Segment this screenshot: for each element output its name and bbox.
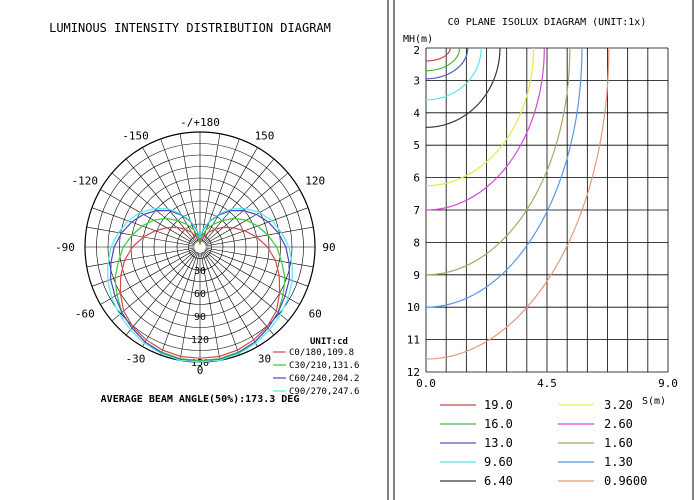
polar-diagram: -/+180 -150 150 -120 120 -90 90 -60 60 -30 30 0 30 60… <box>55 116 336 377</box>
polar-grid-spoke <box>201 138 240 242</box>
polar-series-curve <box>114 217 286 362</box>
isolux-contour <box>425 47 461 72</box>
isolux-y-tick: 5 <box>413 139 420 152</box>
isolux-legend-entry: 16.0 <box>484 417 513 431</box>
isolux-chart-title: C0 PLANE ISOLUX DIAGRAM (UNIT:1x) <box>448 17 647 28</box>
isolux-contour <box>425 47 545 211</box>
polar-series-curve <box>107 207 293 363</box>
isolux-y-tick: 12 <box>407 366 420 379</box>
isolux-x-tick: 9.0 <box>658 377 678 390</box>
isolux-legend-entry: 19.0 <box>484 398 513 412</box>
isolux-y-tick: 6 <box>413 172 420 185</box>
polar-grid-spoke <box>100 249 196 305</box>
isolux-legend-entry: 2.60 <box>604 417 633 431</box>
polar-grid-spoke <box>200 133 221 242</box>
polar-grid-spoke <box>125 251 197 336</box>
polar-grid-spoke <box>205 226 314 247</box>
polar-radial-label: 150 <box>191 358 209 369</box>
isolux-legend-entry: 13.0 <box>484 436 513 450</box>
isolux-legend-entry: 9.60 <box>484 455 513 469</box>
polar-grid-spoke <box>200 252 221 361</box>
polar-legend-entry: C60/240,204.2 <box>289 374 359 384</box>
isolux-contour <box>425 47 482 101</box>
isolux-contour <box>425 47 610 360</box>
isolux-legend-entry: 3.20 <box>604 398 633 412</box>
polar-angle-label: 120 <box>305 175 325 188</box>
isolux-y-tick: 3 <box>413 74 420 87</box>
isolux-y-tick: 4 <box>413 107 420 120</box>
polar-angle-label: -150 <box>122 129 149 142</box>
isolux-legend-entry: 1.30 <box>604 455 633 469</box>
isolux-contour <box>425 47 571 276</box>
isolux-legend-entry: 0.9600 <box>604 474 647 488</box>
polar-angle-label: 0 <box>197 364 204 377</box>
polar-grid-spoke <box>179 133 200 242</box>
polar-legend: C0/180,109.8 C30/210,131.6 C60/240,204.2 C9… <box>273 348 359 397</box>
polar-angle-label: -/+180 <box>180 116 220 129</box>
isolux-x-tick: 4.5 <box>537 377 557 390</box>
polar-grid-spoke <box>203 251 275 336</box>
isolux-y-tick: 2 <box>413 44 420 57</box>
isolux-contour <box>425 47 469 80</box>
polar-legend-entry: C0/180,109.8 <box>289 348 354 358</box>
polar-chart-title: LUMINOUS INTENSITY DISTRIBUTION DIAGRAM <box>49 21 331 35</box>
y-axis-label: MH(m) <box>403 34 433 45</box>
polar-grid-spoke <box>205 207 309 246</box>
isolux-legend-entry: 1.60 <box>604 436 633 450</box>
polar-angle-label: 90 <box>322 241 335 254</box>
polar-angle-label: -120 <box>72 175 99 188</box>
polar-radial-label: 120 <box>191 335 209 346</box>
polar-angle-label: -90 <box>55 241 75 254</box>
isolux-y-tick: 7 <box>413 204 420 217</box>
isolux-contour <box>425 47 583 308</box>
polar-grid-spoke <box>142 251 198 347</box>
polar-grid-spoke <box>202 251 258 347</box>
polar-angle-label: 30 <box>258 353 271 366</box>
polar-angle-label: -60 <box>75 308 95 321</box>
polar-radial-label: 90 <box>194 312 206 323</box>
polar-legend-entry: C90/270,247.6 <box>289 387 359 397</box>
polar-grid-spoke <box>205 247 314 268</box>
polar-angle-label: 150 <box>255 129 275 142</box>
polar-radial-label: 30 <box>194 266 206 277</box>
polar-grid-spoke <box>100 189 196 245</box>
polar-unit-label: UNIT:cd <box>310 337 348 347</box>
polar-grid-spoke <box>204 189 300 245</box>
polar-grid-spoke <box>201 252 240 356</box>
polar-grid-spoke <box>202 147 258 243</box>
polar-grid-spoke <box>179 252 200 361</box>
polar-grid-spoke <box>160 252 199 356</box>
polar-grid-spoke <box>204 249 300 305</box>
polar-legend-entry: C30/210,131.6 <box>289 361 359 371</box>
polar-grid-spoke <box>205 248 309 287</box>
polar-grid-spoke <box>160 138 199 242</box>
isolux-diagram: 2 3 4 5 6 7 8 9 10 11 120.0 4.5 9.0 <box>407 44 678 390</box>
polar-angle-label: -30 <box>126 353 146 366</box>
polar-grid-spoke <box>86 226 195 247</box>
isolux-y-tick: 10 <box>407 301 420 314</box>
polar-angle-label: 60 <box>309 308 322 321</box>
isolux-y-tick: 8 <box>413 236 420 249</box>
isolux-contour <box>425 47 451 62</box>
isolux-legend-entry: 6.40 <box>484 474 513 488</box>
isolux-y-tick: 9 <box>413 269 420 282</box>
isolux-x-tick: 0.0 <box>416 377 436 390</box>
x-axis-label: S(m) <box>642 396 666 407</box>
polar-grid-spoke <box>91 207 195 246</box>
isolux-legend: 19.0 3.20 16.0 2.60 13.0 1.60 9.60 1.30 6.40 0.96… <box>440 398 647 488</box>
polar-grid-spoke <box>86 247 195 268</box>
beam-angle-footer: AVERAGE BEAM ANGLE(50%):173.3 DEG <box>101 394 300 405</box>
polar-radial-label: 60 <box>194 289 206 300</box>
polar-grid-spoke <box>142 147 198 243</box>
isolux-contour <box>425 47 501 128</box>
isolux-y-tick: 11 <box>407 334 420 347</box>
polar-grid-spoke <box>111 250 196 322</box>
polar-grid-spoke <box>91 248 195 287</box>
isolux-contour <box>425 47 535 187</box>
polar-grid-spoke <box>204 250 289 322</box>
